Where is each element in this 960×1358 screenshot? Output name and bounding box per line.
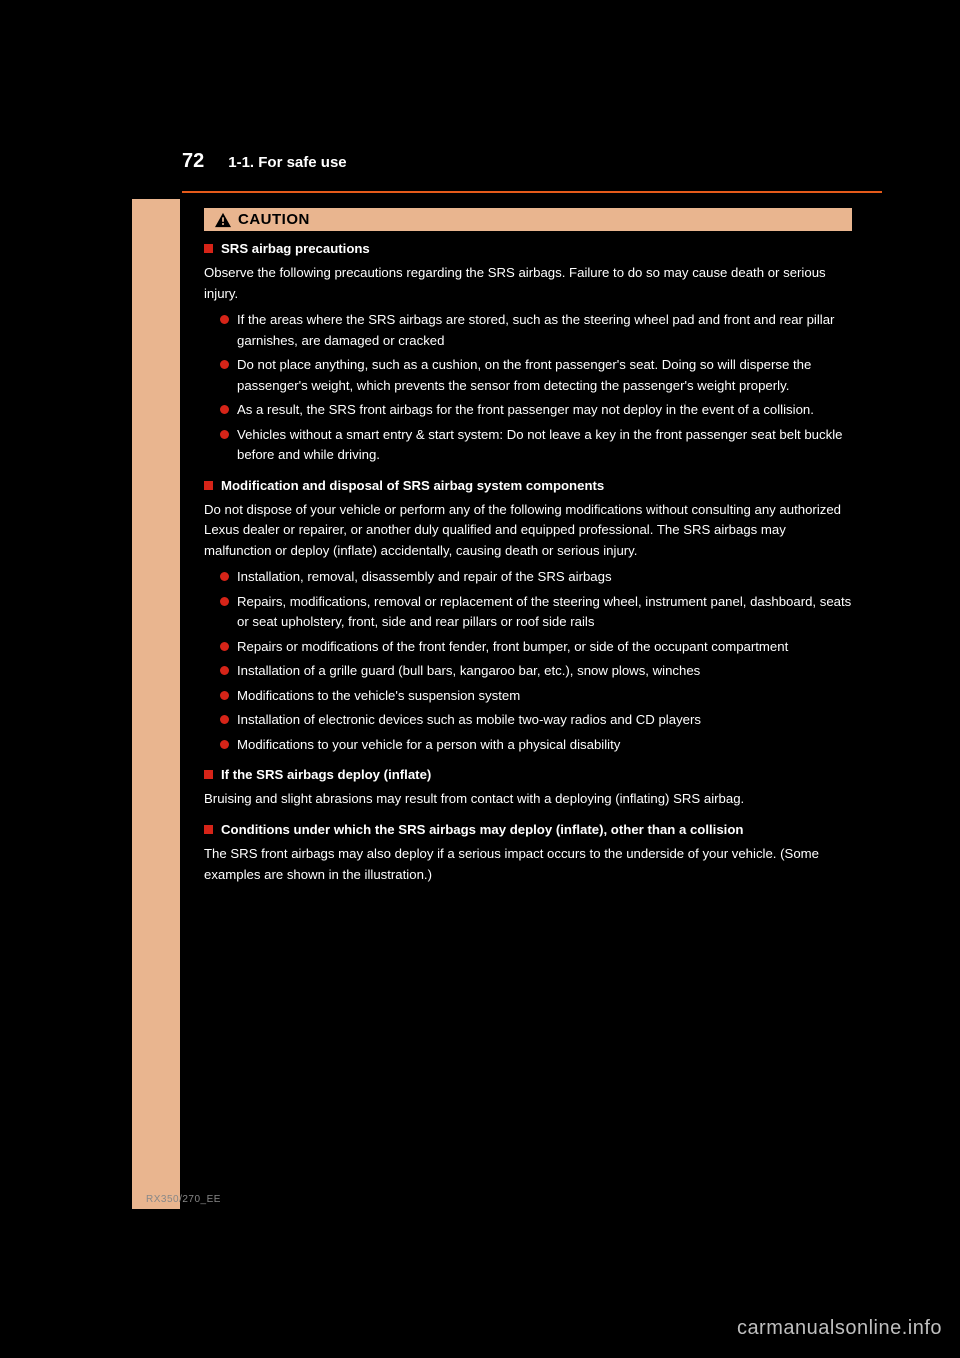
dot-bullet-icon [220, 642, 229, 651]
bullet-text: If the areas where the SRS airbags are s… [237, 310, 852, 351]
bullet-text: Repairs, modifications, removal or repla… [237, 592, 852, 633]
bullet-text: Modifications to the vehicle's suspensio… [237, 686, 852, 706]
section-title: Modification and disposal of SRS airbag … [221, 476, 604, 496]
bullet-text: Modifications to your vehicle for a pers… [237, 735, 852, 755]
section-tab [132, 199, 180, 1209]
section-text: Bruising and slight abrasions may result… [204, 789, 852, 809]
watermark: carmanualsonline.info [737, 1317, 942, 1340]
page-header: 72 1-1. For safe use [132, 150, 832, 173]
square-bullet-icon [204, 825, 213, 834]
dot-bullet-icon [220, 597, 229, 606]
caution-body: SRS airbag precautions Observe the follo… [204, 231, 852, 885]
warning-icon [214, 212, 232, 228]
bullet-text: Installation of a grille guard (bull bar… [237, 661, 852, 681]
caution-header: CAUTION [204, 208, 852, 231]
dot-bullet-icon [220, 572, 229, 581]
bullet-text: Repairs or modifications of the front fe… [237, 637, 852, 657]
caution-label: CAUTION [238, 211, 310, 228]
bullet-text: As a result, the SRS front airbags for t… [237, 400, 852, 420]
square-bullet-icon [204, 244, 213, 253]
section-title: If the SRS airbags deploy (inflate) [221, 765, 431, 785]
bullet-text: Installation of electronic devices such … [237, 710, 852, 730]
dot-bullet-icon [220, 360, 229, 369]
chapter-path: 1-1. For safe use [228, 154, 346, 171]
dot-bullet-icon [220, 315, 229, 324]
section-intro: Observe the following precautions regard… [204, 263, 852, 304]
bullet-text: Vehicles without a smart entry & start s… [237, 425, 852, 466]
section-title: Conditions under which the SRS airbags m… [221, 820, 743, 840]
bullet-text: Do not place anything, such as a cushion… [237, 355, 852, 396]
dot-bullet-icon [220, 691, 229, 700]
dot-bullet-icon [220, 430, 229, 439]
page-number: 72 [182, 150, 204, 173]
header-rule [182, 191, 882, 193]
model-code: RX350/270_EE [146, 1194, 221, 1205]
square-bullet-icon [204, 770, 213, 779]
section-intro: Do not dispose of your vehicle or perfor… [204, 500, 852, 561]
section-text: The SRS front airbags may also deploy if… [204, 844, 852, 885]
caution-box: CAUTION SRS airbag precautions Observe t… [204, 208, 852, 895]
section-title: SRS airbag precautions [221, 239, 370, 259]
dot-bullet-icon [220, 405, 229, 414]
square-bullet-icon [204, 481, 213, 490]
dot-bullet-icon [220, 715, 229, 724]
bullet-text: Installation, removal, disassembly and r… [237, 567, 852, 587]
dot-bullet-icon [220, 666, 229, 675]
dot-bullet-icon [220, 740, 229, 749]
